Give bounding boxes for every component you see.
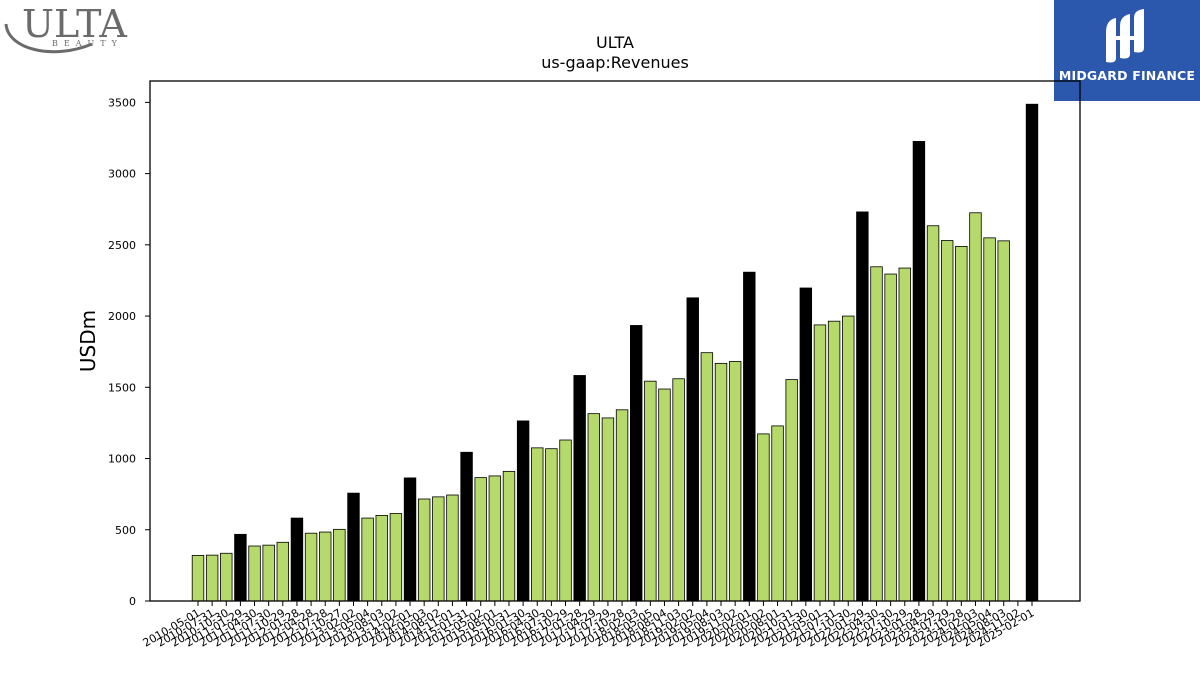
bar-2023-10-28 bbox=[955, 245, 968, 602]
ulta-logo-mark: ULTA BEAUTY bbox=[4, 2, 127, 54]
bar-2020-10-31 bbox=[785, 379, 798, 602]
bar-2012-07-28 bbox=[319, 531, 332, 602]
bar-2015-10-31 bbox=[502, 470, 516, 602]
bar-2013-11-02 bbox=[389, 513, 403, 602]
midgard-finance-brand: MIDGARD FINANCE bbox=[1058, 68, 1196, 83]
bar-2012-10-27 bbox=[333, 528, 346, 602]
y-tick-label: 0 bbox=[129, 595, 136, 608]
chart-subtitle: us-gaap:Revenues bbox=[541, 53, 689, 72]
ulta-logo-subtext: BEAUTY bbox=[52, 39, 123, 48]
bar-2011-10-29 bbox=[276, 541, 290, 602]
bar-2015-08-01 bbox=[488, 475, 502, 602]
bar-2018-08-04 bbox=[658, 388, 671, 602]
bar-2016-07-30 bbox=[545, 448, 558, 602]
bar-2021-10-30 bbox=[842, 315, 855, 602]
bar-2014-11-01 bbox=[446, 494, 459, 602]
y-tick-label: 2500 bbox=[108, 239, 136, 252]
bar-2019-02-02 bbox=[686, 297, 699, 602]
bar-2010-05-01 bbox=[191, 555, 205, 602]
plot-frame bbox=[149, 80, 1081, 602]
bar-2020-02-01 bbox=[743, 271, 756, 602]
bar-2019-08-03 bbox=[714, 362, 728, 602]
bar-2014-02-01 bbox=[403, 477, 417, 602]
bar-2019-05-04 bbox=[700, 352, 714, 602]
bar-2015-01-31 bbox=[460, 451, 473, 602]
bar-2021-01-30 bbox=[799, 287, 813, 602]
bar-2017-04-29 bbox=[587, 413, 601, 602]
bar-2024-02-03 bbox=[969, 212, 982, 602]
bar-2023-04-29 bbox=[926, 225, 940, 602]
bar-2024-08-03 bbox=[997, 240, 1010, 602]
bar-2016-04-30 bbox=[531, 447, 544, 602]
bar-2023-07-29 bbox=[940, 240, 954, 602]
bar-2017-10-28 bbox=[615, 409, 629, 602]
y-tick-label: 3000 bbox=[108, 168, 136, 181]
y-tick-label: 3500 bbox=[108, 96, 136, 109]
y-tick-label: 1000 bbox=[108, 453, 136, 466]
bar-2019-11-02 bbox=[728, 361, 742, 602]
ulta-logo: ULTA BEAUTY bbox=[4, 2, 134, 60]
bar-2018-05-05 bbox=[644, 380, 657, 602]
bar-2022-10-29 bbox=[898, 267, 911, 602]
bar-2022-04-30 bbox=[870, 266, 883, 602]
bar-2020-08-01 bbox=[771, 425, 784, 602]
bar-2016-10-29 bbox=[559, 439, 572, 602]
bar-2024-05-04 bbox=[983, 237, 996, 602]
bar-2025-02-01 bbox=[1025, 103, 1039, 602]
y-axis-label: USDm bbox=[76, 310, 100, 372]
bar-2021-05-01 bbox=[813, 324, 827, 602]
bars-group bbox=[191, 103, 1039, 602]
y-tick-label: 2000 bbox=[108, 310, 136, 323]
bar-2017-07-29 bbox=[601, 417, 615, 602]
bar-2013-08-03 bbox=[375, 514, 388, 602]
bar-2017-01-28 bbox=[573, 375, 586, 602]
bar-2018-02-03 bbox=[630, 325, 643, 602]
bar-2015-05-02 bbox=[474, 477, 487, 602]
y-tick-label: 500 bbox=[115, 524, 136, 537]
bar-2010-07-31 bbox=[205, 554, 219, 602]
bar-2018-11-03 bbox=[672, 378, 685, 602]
y-axis-ticks: 0 500 1000 1500 2000 2500 3000 3500 bbox=[108, 96, 150, 608]
bar-2020-05-02 bbox=[757, 433, 770, 602]
bar-2011-01-29 bbox=[234, 533, 247, 602]
bar-2010-10-30 bbox=[220, 552, 233, 602]
bar-2023-01-28 bbox=[912, 141, 926, 602]
bar-2012-04-28 bbox=[304, 532, 318, 602]
logo-swoosh bbox=[4, 23, 93, 54]
chart-title: ULTA bbox=[596, 33, 634, 52]
bar-2011-04-30 bbox=[248, 545, 261, 602]
midgard-logo-icon bbox=[1106, 9, 1144, 63]
bar-2012-01-28 bbox=[290, 517, 304, 602]
bar-2014-08-02 bbox=[432, 496, 445, 602]
bar-2022-01-29 bbox=[856, 211, 869, 602]
bar-2013-05-04 bbox=[361, 517, 374, 602]
bar-2013-02-02 bbox=[347, 492, 360, 602]
bar-2022-07-30 bbox=[884, 273, 897, 602]
bar-2021-07-31 bbox=[827, 320, 841, 602]
ulta-logo-text: ULTA bbox=[22, 2, 127, 46]
midgard-finance-logo: MIDGARD FINANCE bbox=[1054, 0, 1200, 101]
y-tick-label: 1500 bbox=[108, 381, 136, 394]
bar-2014-05-03 bbox=[417, 498, 431, 602]
bar-2016-01-30 bbox=[516, 420, 530, 602]
x-axis-ticks: 2010-05-012010-07-312010-10-302011-01-29… bbox=[141, 601, 1037, 650]
bar-2011-07-30 bbox=[262, 544, 275, 602]
